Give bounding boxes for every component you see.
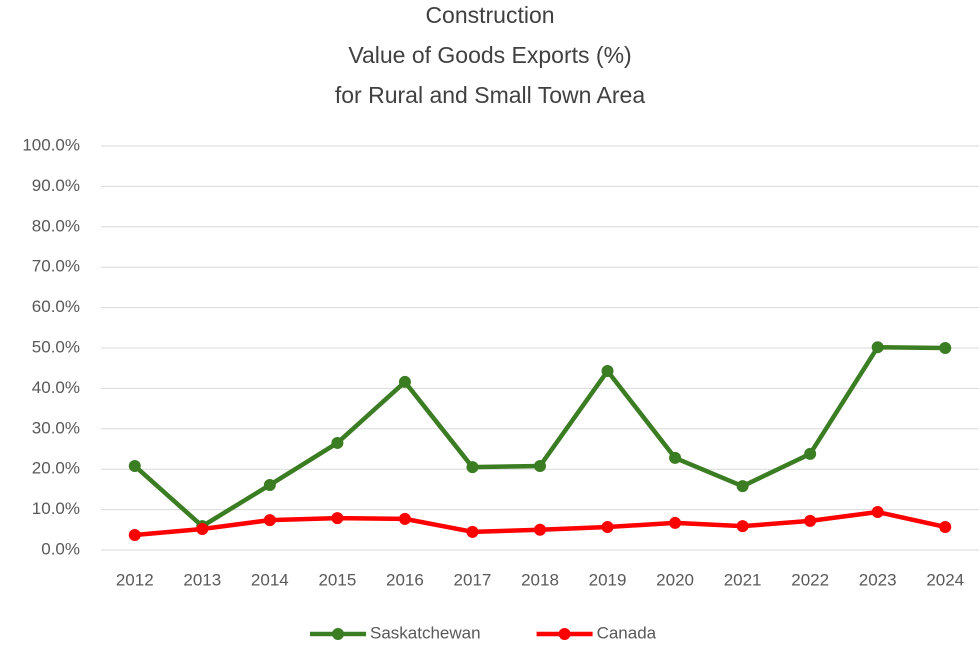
y-tick-label: 70.0% <box>32 257 80 276</box>
data-point <box>466 461 479 474</box>
legend-marker <box>558 628 571 640</box>
x-tick-label: 2022 <box>791 570 829 589</box>
x-tick-label: 2023 <box>859 570 897 589</box>
data-point <box>939 342 952 354</box>
data-point <box>196 522 209 535</box>
legend-label: Saskatchewan <box>370 623 481 642</box>
data-point <box>128 459 141 472</box>
data-point <box>128 529 141 542</box>
data-point <box>804 447 817 460</box>
data-point <box>871 341 884 354</box>
x-tick-label: 2018 <box>521 570 559 589</box>
x-tick-label: 2012 <box>116 570 154 589</box>
data-point <box>736 480 749 493</box>
y-tick-label: 100.0% <box>22 135 80 154</box>
legend-marker <box>332 628 344 640</box>
data-point <box>398 512 411 525</box>
y-tick-label: 30.0% <box>32 418 80 437</box>
data-point <box>804 514 817 527</box>
y-tick-label: 10.0% <box>32 499 80 518</box>
data-point <box>669 451 682 464</box>
x-tick-label: 2016 <box>386 570 424 589</box>
chart-title: Value of Goods Exports (%) <box>348 42 631 68</box>
x-tick-label: 2017 <box>454 570 492 589</box>
y-tick-label: 80.0% <box>32 216 80 235</box>
chart-title: Construction <box>425 2 554 28</box>
data-point <box>669 516 682 529</box>
data-point <box>871 506 884 519</box>
chart-title: for Rural and Small Town Area <box>335 82 645 108</box>
x-tick-label: 2014 <box>251 570 289 589</box>
x-tick-label: 2021 <box>724 570 762 589</box>
data-point <box>534 459 546 472</box>
legend-label: Canada <box>597 623 657 642</box>
data-point <box>534 523 546 536</box>
x-tick-label: 2019 <box>589 570 627 589</box>
data-point <box>331 436 344 449</box>
series-line <box>133 344 946 529</box>
data-point <box>398 375 411 388</box>
x-tick-label: 2024 <box>926 570 964 589</box>
data-point <box>601 520 614 533</box>
y-tick-label: 20.0% <box>32 459 80 478</box>
data-point <box>939 520 952 533</box>
data-point <box>736 520 749 533</box>
y-tick-label: 90.0% <box>32 176 80 195</box>
y-tick-label: 50.0% <box>32 337 80 356</box>
data-point <box>331 512 344 525</box>
y-tick-label: 40.0% <box>32 378 80 397</box>
x-tick-label: 2013 <box>183 570 221 589</box>
y-tick-label: 60.0% <box>32 297 80 316</box>
y-tick-label: 0.0% <box>41 539 80 558</box>
data-point <box>601 365 614 378</box>
data-point <box>466 525 479 538</box>
x-tick-label: 2020 <box>656 570 694 589</box>
data-point <box>263 514 276 527</box>
x-tick-label: 2015 <box>318 570 356 589</box>
data-point <box>263 478 276 491</box>
